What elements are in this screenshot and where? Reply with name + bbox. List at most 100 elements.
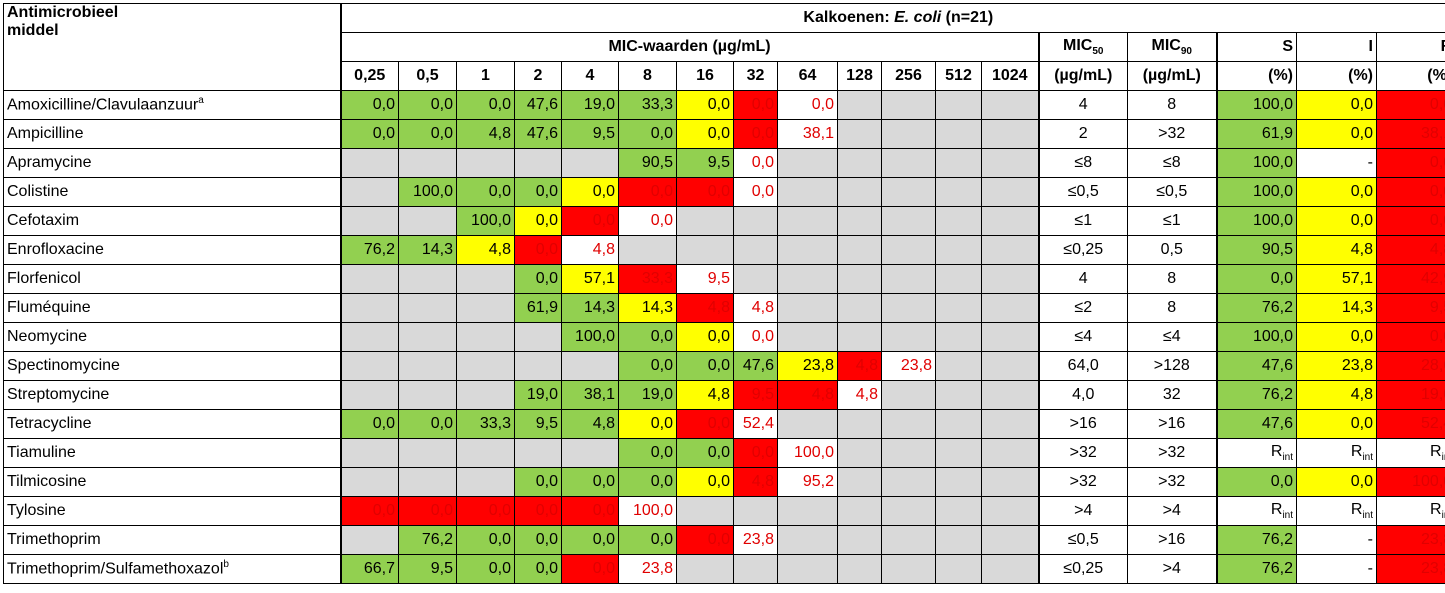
antimicrobial-name: Tilmicosine [3,467,341,497]
mic-cell [881,148,936,178]
antimicrobial-name: Fluméquine [3,293,341,323]
mic90-value: 8 [1127,293,1217,323]
mic-cell: 0,0 [514,177,562,207]
mic-cell [935,293,982,323]
mic-cell [981,525,1039,555]
mic-cell: 0,0 [456,90,515,120]
concentration-header: 4 [561,61,619,91]
mic-cell: 90,5 [618,148,677,178]
mic-cell: 0,0 [339,119,399,149]
mic-cell [981,264,1039,294]
mic-cell: 0,0 [561,554,619,584]
r-header: R [1375,32,1445,62]
mic-cell: 9,5 [676,264,734,294]
s-unit: (%) [1215,61,1297,91]
r-percent: 52,4 [1375,409,1445,439]
antimicrobial-name: Enrofloxacine [3,235,341,265]
mic-cell [981,177,1039,207]
mic-cell: 100,0 [561,322,619,352]
s-percent: 100,0 [1215,148,1297,178]
mic-cell [561,351,619,381]
mic-cell [777,264,838,294]
mic-cell: 76,2 [339,235,399,265]
mic-cell: 19,0 [618,380,677,410]
table-row: Tylosine 0,0 0,0 0,0 0,0 0,0 100,0 >4 >4 Rint Rint… [3,496,1445,526]
mic-cell [733,496,778,526]
mic-cell: 4,8 [676,293,734,323]
mic-cell [881,467,936,497]
antimicrobial-name: Cefotaxim [3,206,341,236]
s-header: S [1215,32,1297,62]
mic-cell: 9,5 [676,148,734,178]
mic-cell [514,351,562,381]
mic-cell: 0,0 [618,322,677,352]
concentration-header: 32 [733,61,778,91]
mic50-value: ≤1 [1037,206,1128,236]
s-percent: 90,5 [1215,235,1297,265]
mic-cell: 95,2 [777,467,838,497]
i-percent: - [1296,525,1377,555]
s-percent: 0,0 [1215,264,1297,294]
concentration-header: 8 [618,61,677,91]
mic-cell: 0,0 [618,409,677,439]
mic-cell [777,322,838,352]
r-percent: 28,6 [1375,351,1445,381]
mic90-value: 0,5 [1127,235,1217,265]
s-percent: 100,0 [1215,177,1297,207]
mic-cell: 33,3 [618,264,677,294]
mic-cell [935,496,982,526]
s-percent: 76,2 [1215,554,1297,584]
r-percent: 9,5 [1375,293,1445,323]
mic-cell [837,90,882,120]
i-percent: 0,0 [1296,322,1377,352]
mic-cell: 100,0 [456,206,515,236]
mic-cell [981,496,1039,526]
mic-cell [456,322,515,352]
mic-cell [881,119,936,149]
s-percent: 100,0 [1215,206,1297,236]
mic-cell: 66,7 [339,554,399,584]
mic-cell: 0,0 [561,177,619,207]
mic-cell [935,206,982,236]
mic50-header: MIC50 [1037,32,1128,62]
mic-cell: 33,3 [456,409,515,439]
table-row: Fluméquine 61,9 14,3 14,3 4,8 4,8 ≤2 8 76,2 14,3 9… [3,293,1445,323]
mic90-value: >128 [1127,351,1217,381]
i-percent: 57,1 [1296,264,1377,294]
mic-cell [881,293,936,323]
mic-cell: 4,8 [837,380,882,410]
table-row: Tetracycline 0,0 0,0 33,3 9,5 4,8 0,0 0,0 52,4 >1… [3,409,1445,439]
r-percent: 0,0 [1375,322,1445,352]
mic90-value: >32 [1127,438,1217,468]
concentration-header: 16 [676,61,734,91]
mic-cell [935,438,982,468]
antimicrobial-name: Tetracycline [3,409,341,439]
mic-cell [561,148,619,178]
mic90-value: ≤0,5 [1127,177,1217,207]
mic-cell [456,438,515,468]
mic-cell [981,380,1039,410]
antimicrobial-name: Florfenicol [3,264,341,294]
s-percent: 0,0 [1215,467,1297,497]
mic-cell [935,554,982,584]
mic-cell [777,525,838,555]
r-percent: 4,8 [1375,235,1445,265]
mic-cell [935,177,982,207]
mic90-value: >16 [1127,409,1217,439]
mic-cell [339,264,399,294]
mic-cell: 0,0 [398,409,457,439]
mic-cell [456,380,515,410]
mic50-value: ≤8 [1037,148,1128,178]
r-percent: 100,0 [1375,467,1445,497]
mic-cell [339,351,399,381]
mic-cell: 0,0 [456,525,515,555]
mic-cell: 0,0 [733,438,778,468]
mic-cell: 0,0 [676,90,734,120]
mic-cell [837,438,882,468]
mic50-value: 2 [1037,119,1128,149]
antimicrobial-name: Spectinomycine [3,351,341,381]
mic-cell [398,467,457,497]
